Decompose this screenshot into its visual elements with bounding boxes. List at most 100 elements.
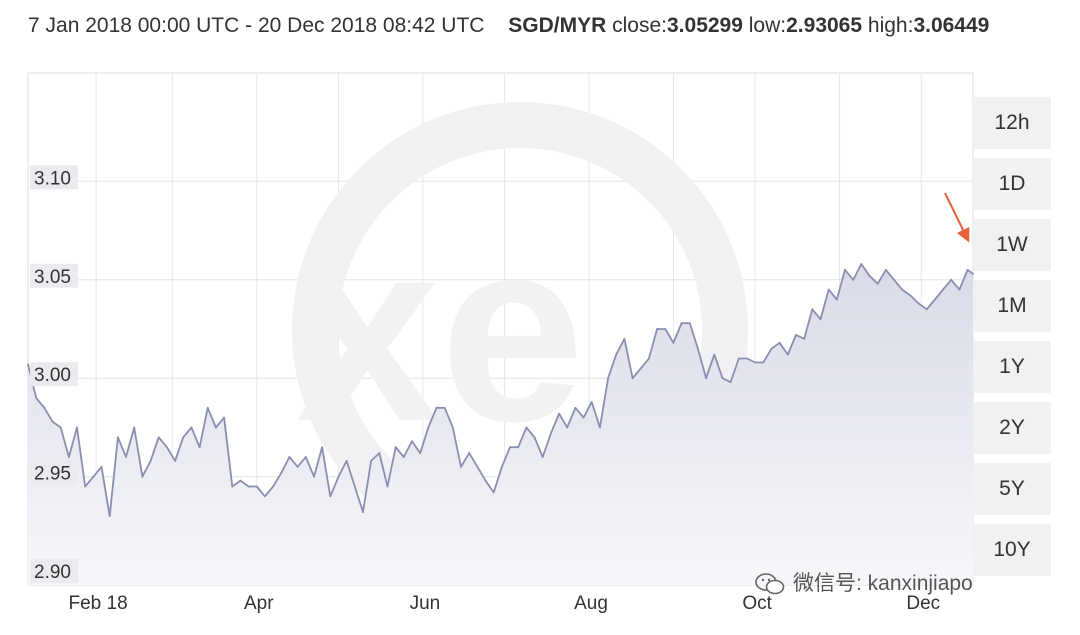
data-point xyxy=(484,479,487,482)
currency-pair-label: SGD/MYR xyxy=(508,14,607,37)
y-tick-label-bg xyxy=(30,165,78,190)
data-point xyxy=(92,475,95,478)
data-point xyxy=(116,436,119,439)
data-point xyxy=(672,341,675,344)
data-point xyxy=(460,465,462,468)
data-point xyxy=(721,377,724,380)
range-button-2y[interactable]: 2Y xyxy=(973,402,1051,454)
data-point xyxy=(500,465,503,468)
data-point xyxy=(893,278,895,281)
data-point xyxy=(517,446,520,449)
data-point xyxy=(729,381,732,384)
data-point xyxy=(737,357,740,360)
data-point xyxy=(844,269,846,271)
data-point xyxy=(901,288,904,291)
data-point xyxy=(280,471,283,474)
high-value: 3.06449 xyxy=(913,14,990,37)
data-point xyxy=(100,465,103,468)
chart-header: 7 Jan 2018 00:00 UTC - 20 Dec 2018 08:42… xyxy=(28,12,989,40)
data-point xyxy=(754,361,757,364)
range-button-1w[interactable]: 1W xyxy=(973,219,1051,271)
data-point xyxy=(541,456,544,458)
x-tick-label: Feb 18 xyxy=(69,593,128,614)
data-point xyxy=(67,456,70,458)
data-point xyxy=(288,456,291,458)
range-button-5y[interactable]: 5Y xyxy=(973,463,1051,515)
data-point xyxy=(746,357,748,360)
range-button-12h[interactable]: 12h xyxy=(973,97,1051,149)
data-point xyxy=(76,426,78,429)
data-point xyxy=(108,515,111,517)
data-point xyxy=(149,460,152,462)
data-point xyxy=(468,452,471,454)
data-point xyxy=(492,491,495,494)
data-point xyxy=(697,347,699,350)
data-point xyxy=(623,337,626,340)
date-range-label: 7 Jan 2018 00:00 UTC - 20 Dec 2018 08:42… xyxy=(28,14,485,37)
wechat-watermark: 微信号: kanxinjiapo xyxy=(755,568,973,600)
range-button-1y[interactable]: 1Y xyxy=(973,341,1051,393)
data-point xyxy=(664,328,667,330)
data-point xyxy=(648,357,650,360)
data-point xyxy=(394,446,397,449)
data-point xyxy=(868,274,871,277)
data-point xyxy=(656,328,658,330)
y-tick-label: 3.05 xyxy=(34,267,71,288)
data-point xyxy=(35,397,38,399)
data-point xyxy=(247,485,250,488)
data-point xyxy=(599,426,601,429)
data-point xyxy=(835,298,838,301)
range-button-1m[interactable]: 1M xyxy=(973,280,1051,332)
data-point xyxy=(566,426,569,429)
data-point xyxy=(639,367,642,370)
wechat-icon xyxy=(755,573,785,595)
data-point xyxy=(370,460,373,462)
data-point xyxy=(525,426,528,429)
data-point xyxy=(803,337,806,340)
data-point xyxy=(590,400,593,403)
data-point xyxy=(411,440,413,443)
close-label: close: xyxy=(612,14,667,37)
x-tick-label: Oct xyxy=(742,593,772,614)
range-button-10y[interactable]: 10Y xyxy=(973,524,1051,576)
data-point xyxy=(966,269,969,271)
range-button-1d[interactable]: 1D xyxy=(973,158,1051,210)
data-point xyxy=(770,347,773,350)
y-tick-label: 3.10 xyxy=(34,168,71,189)
data-point xyxy=(296,465,299,468)
data-point xyxy=(419,452,422,454)
annotation-arrow xyxy=(944,192,970,243)
data-point xyxy=(165,446,168,449)
y-tick-label-bg xyxy=(30,460,78,485)
data-point xyxy=(762,361,765,364)
data-point xyxy=(795,334,797,336)
data-point xyxy=(27,363,29,366)
data-point xyxy=(427,426,430,429)
wechat-id-text: 微信号: kanxinjiapo xyxy=(793,572,973,595)
data-point xyxy=(51,420,54,423)
data-point xyxy=(933,298,936,301)
data-point xyxy=(329,495,332,498)
data-point xyxy=(174,460,176,462)
data-point xyxy=(876,282,879,285)
data-point xyxy=(811,308,814,311)
high-label: high: xyxy=(867,14,914,37)
data-point xyxy=(680,322,683,324)
close-value: 3.05299 xyxy=(667,14,743,37)
data-point xyxy=(917,302,920,305)
y-tick-label: 2.95 xyxy=(34,464,71,485)
series-points xyxy=(27,263,974,517)
data-point xyxy=(304,456,307,458)
y-axis-ticks: 2.90 2.95 3.00 3.05 3.10 xyxy=(30,165,78,584)
data-point xyxy=(378,452,381,454)
data-point xyxy=(631,377,634,380)
data-point xyxy=(353,485,356,488)
data-point xyxy=(182,436,185,439)
data-point xyxy=(451,426,454,429)
data-point xyxy=(476,465,479,468)
y-tick-label-bg xyxy=(30,362,78,387)
low-label: low: xyxy=(748,14,787,37)
data-point xyxy=(59,426,62,429)
data-point xyxy=(582,416,585,419)
